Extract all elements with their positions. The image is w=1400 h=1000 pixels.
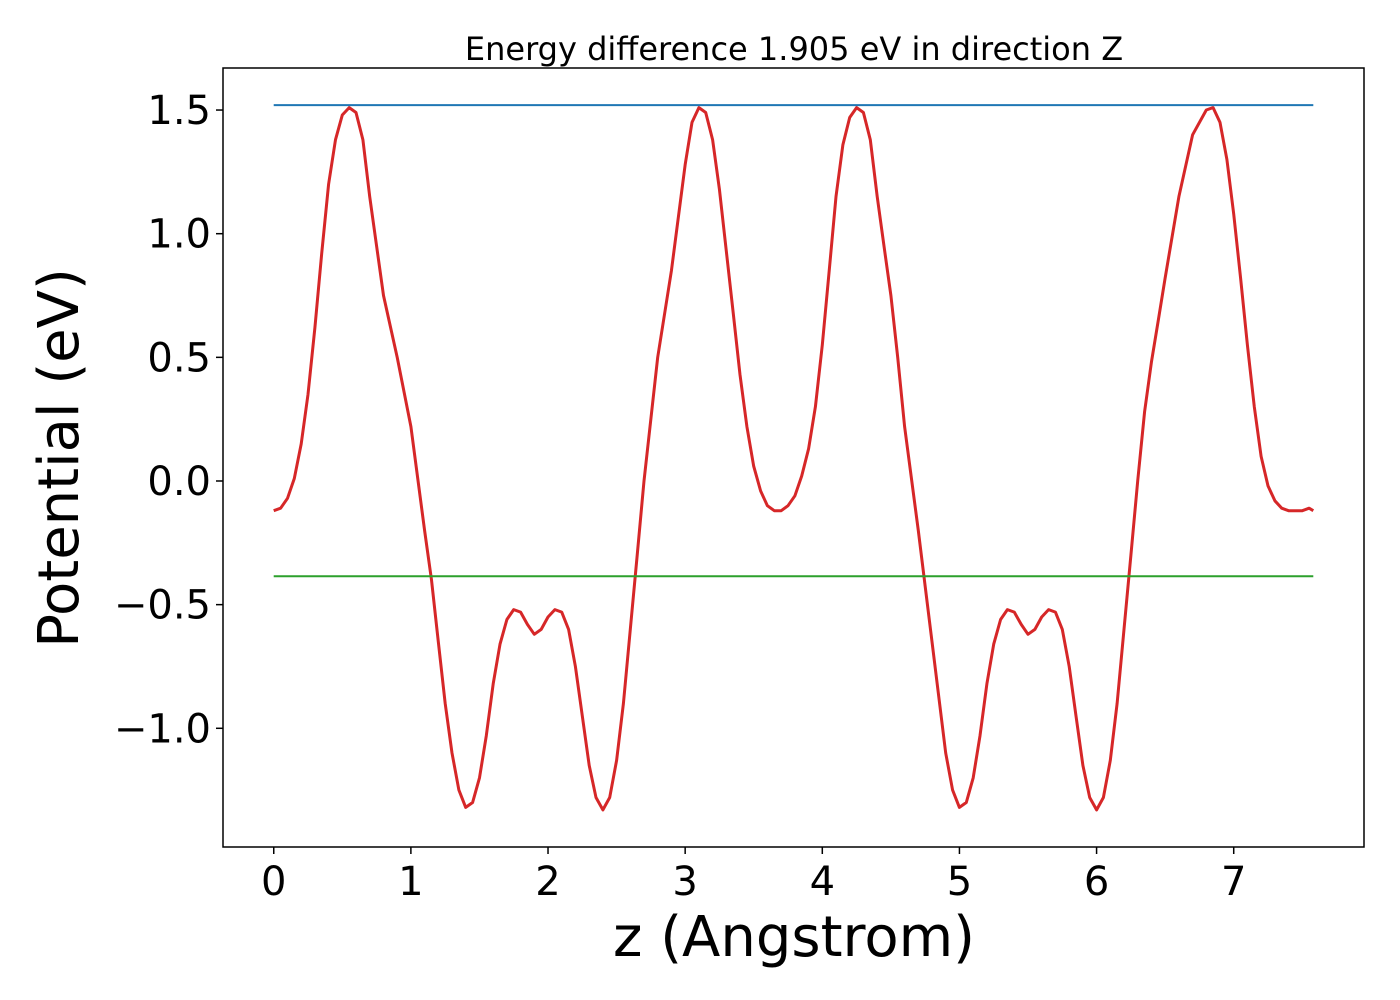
y-tick-label: −0.5 [114, 583, 211, 629]
x-tick-label: 6 [1084, 859, 1109, 905]
plot-area [273, 104, 1315, 812]
y-tick-label: −1.0 [114, 706, 211, 752]
y-tick-label: 0.5 [147, 335, 211, 381]
x-tick-label: 5 [947, 859, 972, 905]
x-axis-label: z (Angstrom) [613, 905, 975, 970]
y-tick-label: 0.0 [147, 459, 211, 505]
x-axis: 0 1 2 3 4 5 6 7 [261, 847, 1246, 905]
series-line-0 [273, 106, 1315, 812]
x-tick-label: 0 [261, 859, 286, 905]
y-axis-label: Potential (eV) [27, 268, 92, 648]
x-tick-label: 3 [672, 859, 697, 905]
x-tick-label: 2 [535, 859, 560, 905]
y-axis: −1.0 −0.5 0.0 0.5 1.0 1.5 [114, 88, 223, 752]
y-tick-label: 1.5 [147, 88, 211, 134]
plot-frame [222, 67, 1365, 848]
chart-title: Energy difference 1.905 eV in direction … [465, 30, 1123, 68]
x-tick-label: 7 [1221, 859, 1246, 905]
y-tick-label: 1.0 [147, 212, 211, 258]
x-tick-label: 4 [810, 859, 835, 905]
x-tick-label: 1 [398, 859, 423, 905]
